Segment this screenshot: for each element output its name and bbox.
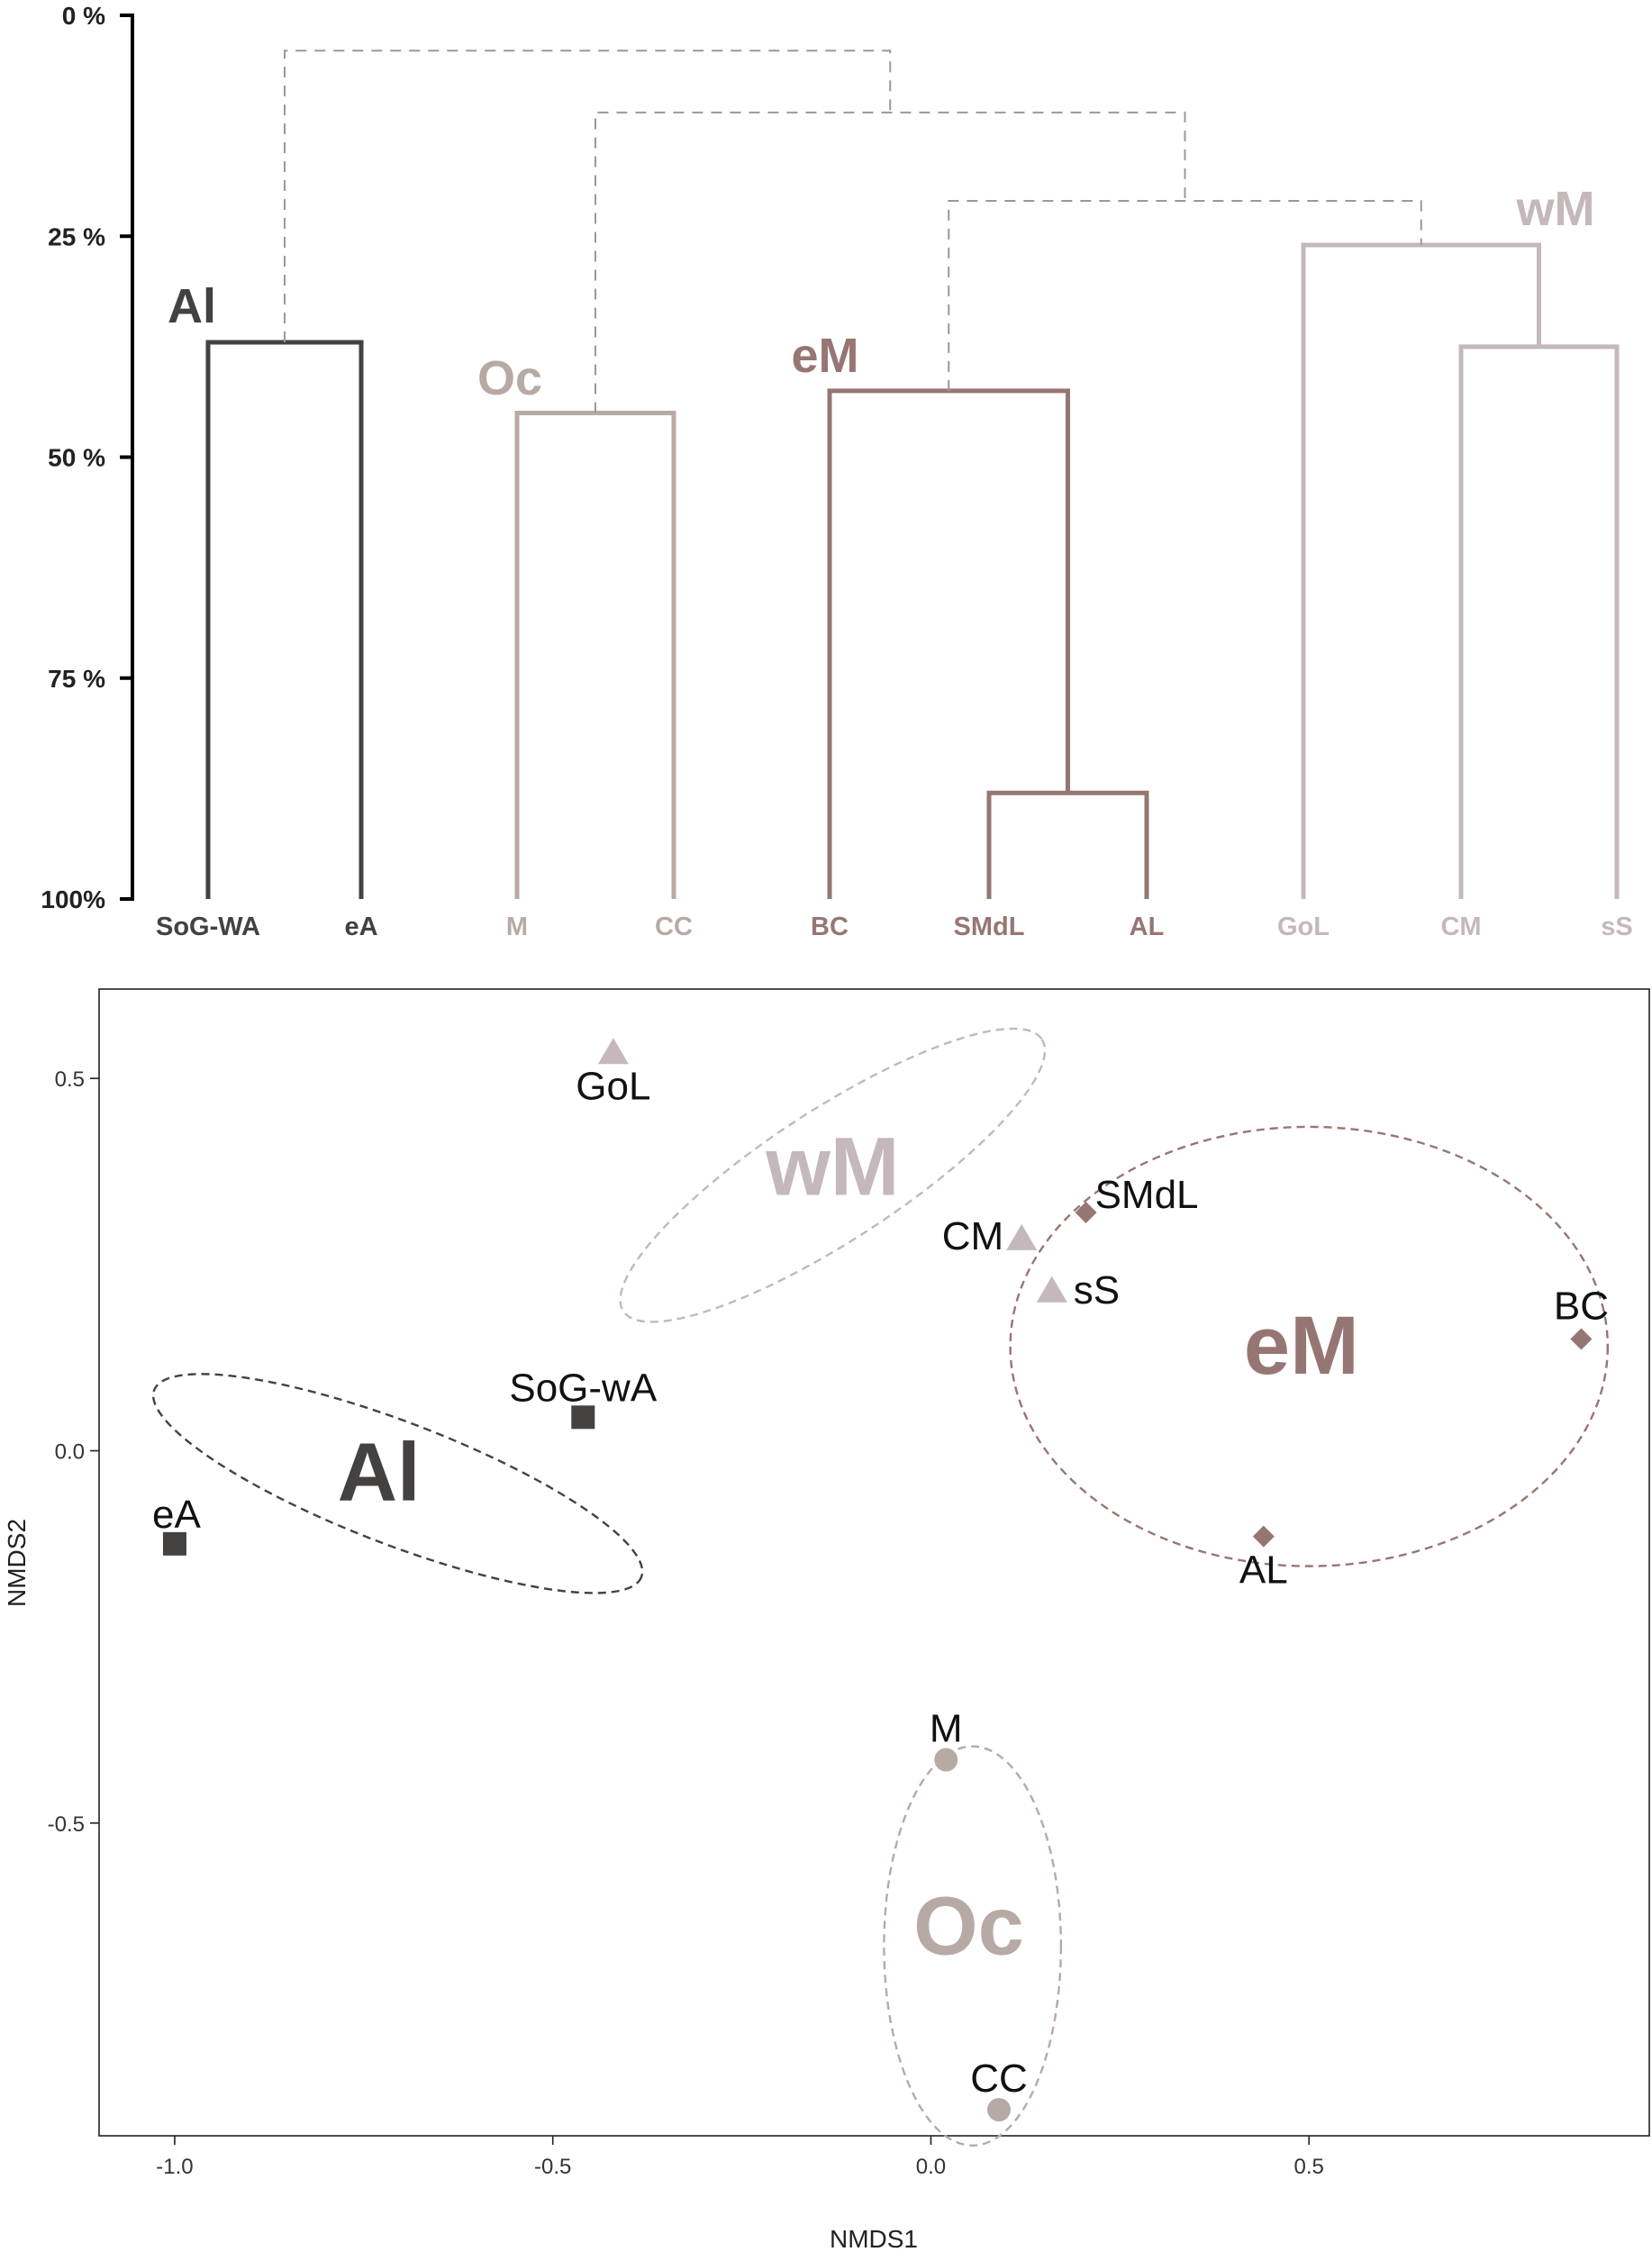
nmds-group-labels: Al wM eM Oc [338,1121,1359,1972]
nmds-ellipse-oc [883,1745,1063,2147]
nmds-x-axis-title: NMDS1 [830,2225,918,2252]
nmds-ellipses [151,1027,1610,2147]
nmds-plot-frame [98,988,1650,2137]
nmds-point-label-ea: eA [152,1493,201,1537]
nmds-ellipse-em [1009,1125,1610,1567]
nmds-point-bc [1570,1328,1593,1350]
nmds-axes: -1.0 -0.5 0.0 0.5 0.5 0.0 -0.5 [48,1067,1324,2179]
dendrogram-cluster-label-wm: wM [1516,182,1595,236]
nmds-panel: Al wM eM Oc SoG-wA eA GoL CM sS SMdL BC AL M CC -1.0… [3,988,1650,2252]
nmds-y-axis-title: NMDS2 [3,1519,31,1607]
dendrogram-y-tick-label: 50 % [48,444,105,472]
dendrogram-leaf-label-ss: sS [1601,913,1632,941]
dendrogram-leaf-label-al: AL [1130,913,1165,941]
dendrogram-leaf-label-gol: GoL [1277,913,1330,941]
dendrogram-y-tick-label: 25 % [48,222,105,250]
nmds-y-tick-label: 0.5 [55,1067,85,1092]
nmds-point-smdl [1075,1201,1097,1223]
nmds-point-label-ss: sS [1074,1268,1120,1312]
nmds-y-tick-label: -0.5 [48,1812,85,1837]
nmds-ellipse-wm [619,1027,1047,1323]
nmds-x-tick-label: -0.5 [534,2155,571,2179]
nmds-point-label-gol: GoL [576,1064,650,1108]
nmds-x-tick-label: -1.0 [156,2155,193,2179]
dendrogram-link-n3 [1458,344,1620,899]
dendrogram-cluster-label-al: Al [168,279,216,333]
nmds-point-sog-wa [571,1405,595,1430]
nmds-point-ss [1036,1276,1067,1303]
nmds-point-gol [597,1038,629,1065]
nmds-group-label-oc: Oc [913,1881,1024,1973]
dendrogram-leaf-label-cc: CC [655,913,693,941]
dendrogram-leaf-label-ea: eA [344,913,377,941]
dendrogram-y-tick-label: 0 % [62,2,105,30]
nmds-y-tick-label: 0.0 [55,1440,85,1465]
dendrogram-leaf-label-smdl: SMdL [954,913,1025,941]
nmds-point-label-al: AL [1239,1548,1288,1593]
dendrogram-link-n6 [514,410,676,899]
nmds-x-tick-label: 0.5 [1294,2155,1324,2179]
dendrogram-leaf-labels: SoG-WA eA M CC BC SMdL AL GoL CM sS [156,913,1633,941]
dendrogram-leaf-label-m: M [506,913,528,941]
nmds-points [162,1038,1593,2122]
dendrogram-link-n1 [986,790,1149,899]
dendrogram-panel: 0 % 25 % 50 % 75 % 100% SoG-WA eA M CC BC SMdL AL G… [41,2,1632,941]
dendrogram-leaf-label-sog-wa: SoG-WA [156,913,260,941]
dendrogram-y-tick-label: 75 % [48,665,105,693]
dendrogram-cluster-label-oc: Oc [477,351,542,405]
nmds-point-label-cm: CM [942,1214,1003,1258]
dendrogram-link-n4 [1301,242,1541,899]
nmds-point-labels: SoG-wA eA GoL CM sS SMdL BC AL M CC [152,1064,1609,2101]
nmds-point-label-smdl: SMdL [1095,1173,1199,1217]
nmds-point-label-bc: BC [1554,1285,1609,1329]
nmds-x-tick-label: 0.0 [916,2155,946,2179]
nmds-point-m [934,1748,958,1772]
nmds-point-label-m: M [930,1707,963,1751]
nmds-group-label-al: Al [338,1426,421,1518]
dendrogram-cluster-labels: Al Oc eM wM [168,182,1595,405]
dendrogram-link-n9 [284,50,892,342]
dendrogram-leaf-label-cm: CM [1440,913,1481,941]
nmds-group-label-wm: wM [765,1121,899,1212]
dendrogram-links [205,50,1620,899]
nmds-point-ea [162,1531,186,1556]
dendrogram-leaf-label-bc: BC [811,913,849,941]
dendrogram-cluster-label-em: eM [791,329,858,383]
nmds-group-label-em: eM [1244,1300,1359,1392]
nmds-point-label-sog-wa: SoG-wA [509,1366,657,1410]
dendrogram-y-axis: 0 % 25 % 50 % 75 % 100% [41,2,134,913]
dendrogram-y-tick-label: 100% [41,885,105,913]
dendrogram-link-n2 [827,388,1070,899]
nmds-ellipse-al [151,1373,644,1594]
dendrogram-link-n5 [205,340,364,899]
nmds-point-cm [1006,1223,1038,1250]
nmds-point-cc [987,2098,1012,2122]
nmds-point-al [1252,1525,1275,1548]
dendrogram-link-n7 [948,200,1422,391]
dendrogram-link-n8 [595,111,1186,413]
nmds-point-label-cc: CC [970,2057,1028,2101]
